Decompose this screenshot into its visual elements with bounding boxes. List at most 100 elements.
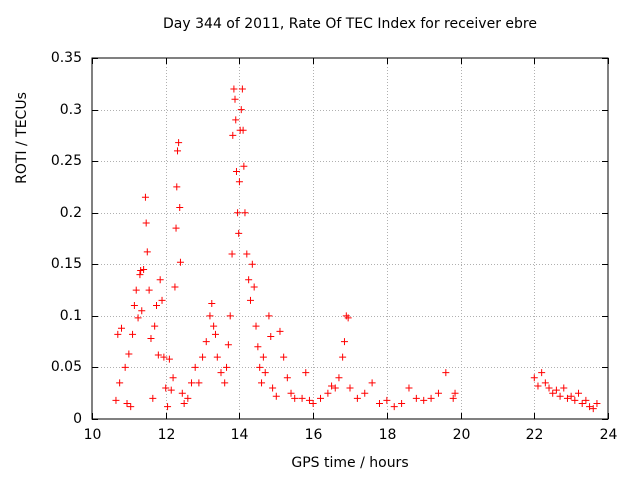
data-point [136, 271, 144, 279]
data-point [556, 392, 564, 400]
data-point [231, 95, 239, 103]
data-point [405, 384, 413, 392]
y-tick-label: 0.05 [50, 358, 82, 375]
data-point [571, 396, 579, 404]
data-point [114, 330, 122, 338]
data-point [276, 327, 284, 335]
data-point [172, 224, 180, 232]
data-point [317, 394, 325, 402]
data-point [280, 353, 288, 361]
y-tick-label: 0.3 [59, 101, 82, 118]
data-point [153, 302, 160, 310]
data-point [272, 392, 280, 400]
data-point [167, 386, 175, 394]
data-point [123, 400, 131, 408]
data-point [549, 389, 557, 397]
data-point [230, 85, 238, 93]
x-tick-label: 16 [304, 427, 323, 443]
data-point [593, 400, 601, 408]
data-point [134, 314, 142, 322]
data-point [302, 369, 310, 377]
data-point [340, 338, 348, 346]
data-point [228, 250, 236, 258]
data-point [265, 312, 273, 320]
data-point [130, 302, 138, 310]
x-tick-label: 24 [599, 427, 618, 443]
data-point [331, 384, 339, 392]
data-point [188, 379, 196, 387]
data-point [127, 403, 135, 411]
x-tick-label: 18 [378, 427, 397, 443]
x-tick-label: 22 [525, 427, 544, 443]
data-point [165, 355, 173, 363]
data-point [261, 369, 269, 377]
data-point [210, 322, 218, 330]
data-point [234, 209, 242, 217]
data-point [298, 394, 306, 402]
data-point [237, 106, 245, 114]
data-point [217, 369, 225, 377]
data-point [335, 374, 343, 382]
data-point [243, 250, 251, 258]
data-point [245, 276, 253, 284]
data-point [375, 400, 383, 408]
data-point [305, 396, 313, 404]
data-point [427, 394, 435, 402]
x-tick-label: 20 [452, 427, 471, 443]
data-point [138, 307, 146, 315]
data-point [232, 167, 240, 175]
data-point [390, 403, 398, 411]
data-point [552, 386, 560, 394]
x-tick-label: 12 [157, 427, 176, 443]
grid-lines [92, 58, 608, 419]
data-point [291, 394, 299, 402]
data-point [129, 330, 137, 338]
data-point [269, 384, 277, 392]
data-point [213, 353, 221, 361]
y-tick-label: 0.2 [59, 204, 82, 221]
data-point [586, 403, 594, 411]
data-point [229, 131, 237, 139]
y-tick-label: 0.15 [50, 255, 82, 272]
data-point [339, 353, 347, 361]
data-point [449, 394, 457, 402]
data-point [178, 389, 186, 397]
y-tick-label: 0 [73, 410, 82, 427]
data-point [250, 283, 258, 291]
data-point [248, 260, 256, 268]
data-point [241, 209, 249, 217]
data-point [575, 389, 583, 397]
data-points [112, 85, 601, 413]
data-point [232, 116, 240, 124]
data-point [125, 350, 133, 358]
data-point [567, 392, 575, 400]
data-point [309, 400, 317, 408]
data-point [560, 384, 568, 392]
data-point [211, 330, 219, 338]
data-point [383, 396, 391, 404]
data-point [160, 353, 168, 361]
y-tick-label: 0.25 [50, 152, 82, 169]
x-tick-label: 14 [230, 427, 249, 443]
data-point [174, 147, 182, 155]
data-point [112, 396, 120, 404]
data-point [346, 384, 354, 392]
data-point [121, 363, 129, 371]
data-point [199, 353, 207, 361]
data-point [563, 394, 571, 402]
data-point [224, 341, 232, 349]
data-point [589, 405, 597, 413]
data-point [180, 400, 188, 408]
data-point [259, 353, 267, 361]
data-point [267, 332, 275, 340]
data-point [117, 324, 125, 332]
y-tick-label: 0.35 [50, 49, 82, 66]
data-point [175, 139, 183, 147]
data-point [206, 312, 214, 320]
data-point [287, 389, 295, 397]
data-point [235, 178, 243, 186]
data-point [151, 322, 159, 330]
data-point [258, 379, 266, 387]
data-point [324, 389, 332, 397]
